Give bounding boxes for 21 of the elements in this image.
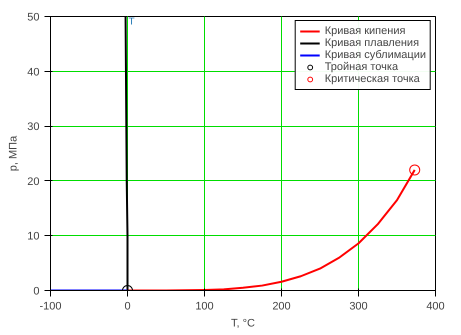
legend-label: Кривая кипения (324, 25, 406, 37)
y-tick-label: 30 (27, 121, 40, 134)
legend-label: Кривая сублимации (324, 49, 426, 61)
x-tick-label: 400 (426, 300, 445, 312)
legend-label: Критическая точка (324, 73, 420, 85)
y-tick-label: 0 (33, 286, 40, 298)
y-tick-label: 50 (27, 12, 40, 24)
x-tick-label: 300 (349, 300, 368, 312)
x-tick-label: 100 (195, 300, 214, 312)
y-tick-label: 40 (27, 66, 40, 78)
x-tick-label: -100 (39, 300, 62, 312)
legend-label: Кривая плавления (324, 37, 420, 49)
x-tick-label: 0 (124, 300, 131, 312)
y-tick-label: 20 (27, 176, 40, 188)
legend-label: Тройная точка (324, 61, 398, 73)
line-series (126, 168, 416, 290)
annotation: T (128, 16, 135, 28)
y-tick-label: 10 (27, 230, 40, 243)
x-tick-label: 200 (272, 300, 291, 312)
y-axis-title: p, МПа (7, 134, 20, 172)
x-axis-title: T, °C (231, 318, 256, 330)
